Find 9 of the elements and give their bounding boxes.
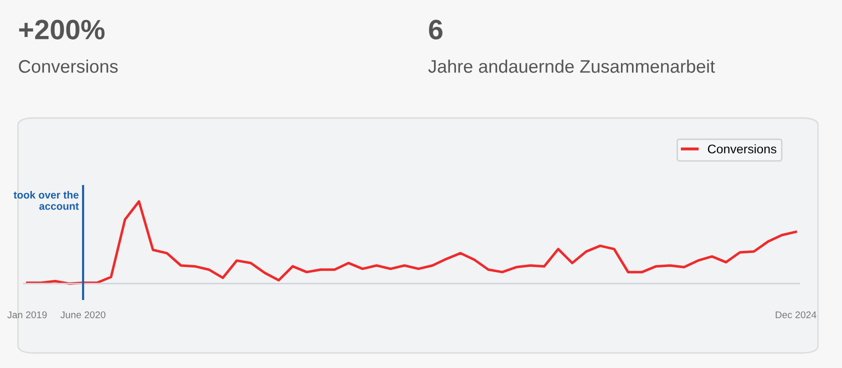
- ref-line-label: took over the account: [14, 190, 79, 210]
- x-tick-label: Jan 2019: [7, 311, 47, 318]
- text: 6: [429, 20, 442, 40]
- text: Jahre andauernde Zusammenarbeit: [428, 60, 715, 73]
- legend-label: Conversions: [708, 144, 776, 154]
- text: +200%: [19, 20, 105, 40]
- x-tick-label: June 2020: [60, 311, 106, 318]
- x-tick-label: Dec 2024: [776, 311, 816, 318]
- text: Conversions: [18, 60, 118, 73]
